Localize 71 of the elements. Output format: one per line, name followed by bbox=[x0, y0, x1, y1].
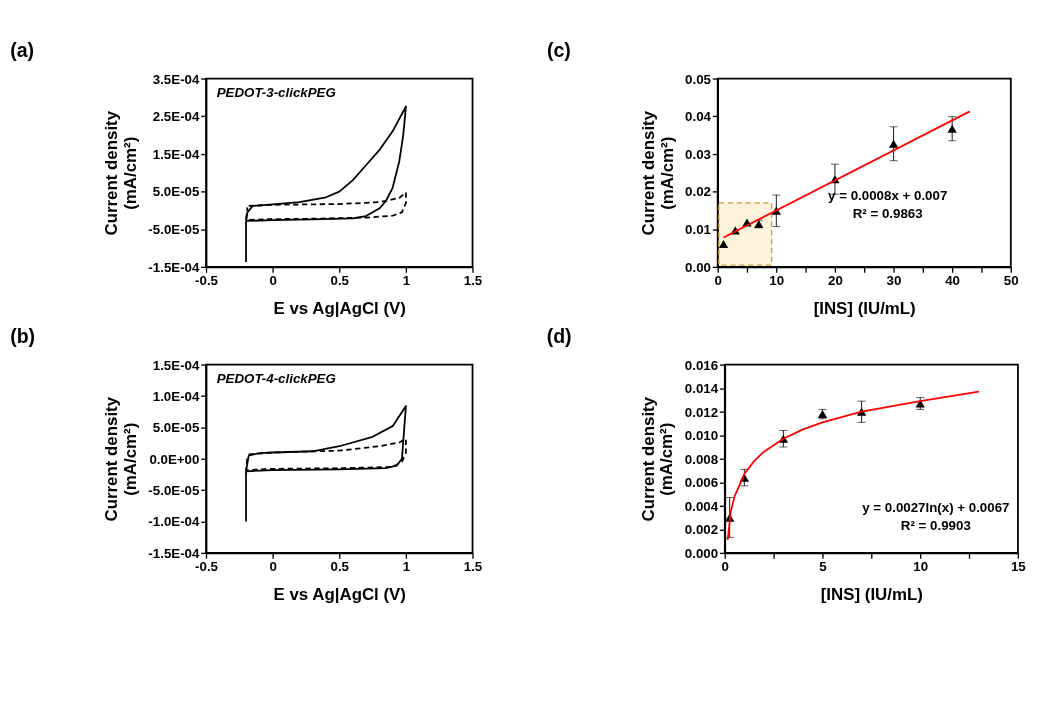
text: (c) bbox=[546, 39, 571, 62]
text: (b) bbox=[10, 325, 36, 348]
annotation: R² = 0.9863 bbox=[852, 205, 923, 221]
y-tick-label: 0.002 bbox=[684, 522, 719, 538]
annotation: PEDOT-3-clickPEG bbox=[216, 85, 336, 101]
y-axis-title: Current density (mA/cm²) bbox=[102, 396, 140, 522]
y-tick-label: 0.004 bbox=[684, 498, 719, 514]
y-tick-label: 5.0E-05 bbox=[152, 420, 200, 436]
x-tick-label: -0.5 bbox=[195, 559, 219, 575]
x-tick-label: 5 bbox=[819, 559, 828, 575]
y-tick-label: 0.04 bbox=[685, 109, 712, 125]
x-tick-label: 0.5 bbox=[330, 559, 350, 575]
y-tick-label: 0.016 bbox=[684, 357, 719, 373]
y-tick-label: 0.00 bbox=[685, 259, 712, 275]
y-tick-label: -1.5E-04 bbox=[148, 545, 200, 561]
x-axis-title: [INS] (IU/mL) bbox=[820, 584, 923, 604]
y-tick-label: 1.5E-04 bbox=[152, 357, 200, 373]
y-tick-label: 0.000 bbox=[684, 545, 719, 561]
x-tick-label: 1.5 bbox=[463, 559, 483, 575]
y-tick-label: 0.03 bbox=[685, 146, 712, 162]
x-axis-title: E vs Ag|AgCl (V) bbox=[273, 584, 406, 604]
annotation: y = 0.0027ln(x) + 0.0067 bbox=[862, 500, 1010, 516]
y-axis-title: Current density (mA/cm²) bbox=[639, 110, 677, 236]
point bbox=[718, 239, 729, 248]
x-tick-label: 50 bbox=[1003, 273, 1019, 289]
y-tick-label: 0.02 bbox=[685, 184, 712, 200]
x-tick-label: 0 bbox=[721, 559, 729, 575]
y-tick-label: 1.0E-04 bbox=[152, 388, 200, 404]
x-tick-label: 0 bbox=[269, 273, 277, 289]
x-axis-title: E vs Ag|AgCl (V) bbox=[273, 298, 406, 318]
y-tick-label: 0.010 bbox=[684, 428, 719, 444]
y-tick-label: -5.0E-05 bbox=[148, 483, 200, 499]
annotation: y = 0.0008x + 0.007 bbox=[828, 187, 948, 203]
text: (a) bbox=[10, 39, 35, 62]
annotation: R² = 0.9903 bbox=[900, 517, 971, 533]
y-tick-label: 1.5E-04 bbox=[152, 146, 200, 162]
point bbox=[888, 139, 899, 148]
y-tick-label: 0.006 bbox=[684, 475, 719, 491]
x-tick-label: 40 bbox=[945, 273, 961, 289]
point bbox=[947, 124, 957, 133]
x-axis-title: [INS] (IU/mL) bbox=[813, 298, 916, 318]
annotation: PEDOT-4-clickPEG bbox=[216, 371, 336, 387]
x-tick-label: -0.5 bbox=[195, 273, 219, 289]
y-tick-label: 3.5E-04 bbox=[152, 71, 200, 87]
x-tick-label: 10 bbox=[913, 559, 929, 575]
y-tick-label: 2.5E-04 bbox=[152, 109, 200, 125]
y-tick-label: 0.014 bbox=[684, 381, 719, 397]
y-tick-label: 0.01 bbox=[685, 222, 712, 238]
y-tick-label: -1.5E-04 bbox=[148, 259, 200, 275]
x-tick-label: 0.5 bbox=[330, 273, 350, 289]
x-tick-label: 0 bbox=[714, 273, 722, 289]
y-tick-label: 0.05 bbox=[685, 71, 712, 87]
x-tick-label: 20 bbox=[827, 273, 843, 289]
y-tick-label: 0.0E+00 bbox=[149, 451, 200, 467]
text: (d) bbox=[546, 325, 572, 348]
x-tick-label: 1 bbox=[402, 559, 411, 575]
line-series bbox=[245, 105, 407, 263]
y-axis-title: Current density (mA/cm²) bbox=[102, 110, 140, 236]
x-tick-label: 1.5 bbox=[463, 273, 483, 289]
line-series bbox=[245, 405, 407, 523]
y-tick-label: 5.0E-05 bbox=[152, 184, 200, 200]
y-tick-label: 0.012 bbox=[684, 404, 719, 420]
y-tick-label: 0.008 bbox=[684, 451, 719, 467]
y-tick-label: -1.0E-04 bbox=[148, 514, 200, 530]
y-tick-label: -5.0E-05 bbox=[148, 222, 200, 238]
x-tick-label: 0 bbox=[269, 559, 277, 575]
y-axis-title: Current density (mA/cm²) bbox=[638, 396, 677, 522]
x-tick-label: 15 bbox=[1010, 559, 1027, 575]
x-tick-label: 30 bbox=[886, 273, 902, 289]
x-tick-label: 10 bbox=[769, 273, 785, 289]
x-tick-label: 1 bbox=[402, 273, 411, 289]
